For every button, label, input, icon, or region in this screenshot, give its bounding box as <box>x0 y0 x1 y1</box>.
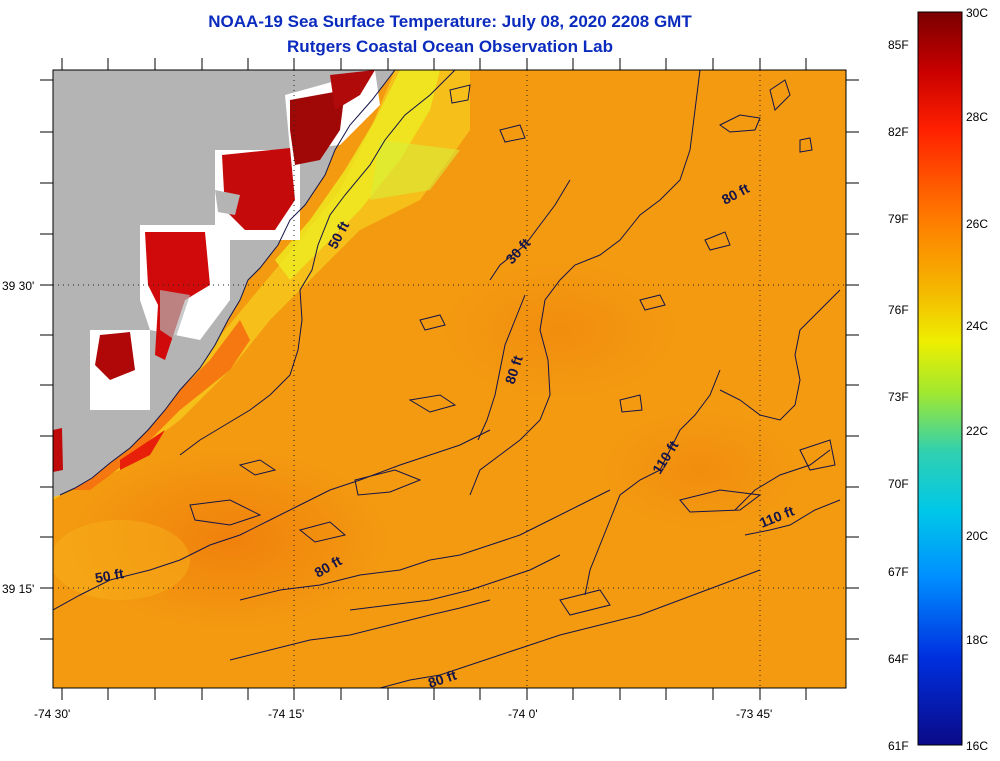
nearshore-strip <box>120 430 165 470</box>
celsius-label: 22C <box>966 424 988 438</box>
lon-label: -73 45' <box>736 707 772 721</box>
colorbar <box>917 11 963 746</box>
celsius-label: 24C <box>966 319 988 333</box>
fahrenheit-label: 64F <box>888 652 909 666</box>
fahrenheit-label: 85F <box>888 38 909 52</box>
coastal-band <box>370 140 460 200</box>
bay-warm-water <box>222 148 295 230</box>
axis-labels: 39 30' 39 15' -74 30' -74 15' -74 0' -73… <box>2 279 772 721</box>
lon-label: -74 0' <box>508 707 538 721</box>
fahrenheit-label: 76F <box>888 303 909 317</box>
celsius-label: 18C <box>966 633 988 647</box>
warm-patch <box>440 260 680 400</box>
fahrenheit-label: 79F <box>888 212 909 226</box>
lat-label: 39 15' <box>2 582 34 596</box>
map-subtitle: Rutgers Coastal Ocean Observation Lab <box>287 37 613 56</box>
graticule <box>53 70 846 688</box>
celsius-label: 28C <box>966 110 988 124</box>
colorbar-labels: 30C 28C 26C 24C 22C 20C 18C 16C 85F 82F … <box>888 6 988 753</box>
celsius-label: 16C <box>966 739 988 753</box>
celsius-label: 20C <box>966 529 988 543</box>
cool-patch <box>53 520 190 600</box>
lon-label: -74 15' <box>268 707 304 721</box>
contour-label: 50 ft <box>94 565 125 586</box>
fahrenheit-label: 61F <box>888 739 909 753</box>
fahrenheit-label: 70F <box>888 477 909 491</box>
coastline <box>59 70 396 496</box>
bay-warm-water <box>330 70 375 110</box>
warm-patch <box>600 410 800 530</box>
fahrenheit-label: 82F <box>888 125 909 139</box>
celsius-label: 30C <box>966 6 988 20</box>
axis-ticks <box>40 58 859 700</box>
lat-label: 39 30' <box>2 279 34 293</box>
celsius-label: 26C <box>966 217 988 231</box>
bathymetry-contours <box>53 70 841 688</box>
fahrenheit-label: 67F <box>888 565 909 579</box>
map-area <box>53 70 846 688</box>
bay-warm-water <box>290 90 345 165</box>
bay-warm-water <box>95 332 135 380</box>
bay-warm-water <box>53 428 63 472</box>
lon-label: -74 30' <box>34 707 70 721</box>
fahrenheit-label: 73F <box>888 390 909 404</box>
map-border <box>52 69 847 689</box>
map-title: NOAA-19 Sea Surface Temperature: July 08… <box>208 12 692 31</box>
